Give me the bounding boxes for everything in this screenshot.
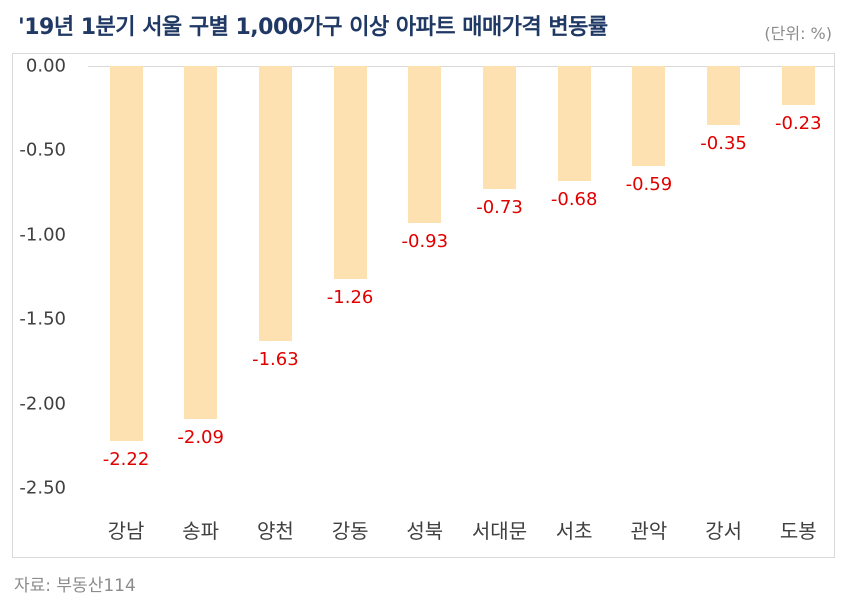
x-category-label: 도봉 — [779, 519, 817, 543]
x-category-label: 관악 — [630, 519, 668, 543]
y-tick-label: -2.50 — [19, 477, 66, 499]
y-tick-label: 0.00 — [25, 55, 66, 77]
data-label: -0.23 — [775, 112, 822, 134]
data-label: -0.35 — [700, 133, 747, 155]
x-category-label: 성북 — [406, 519, 444, 543]
x-category-label: 강동 — [331, 519, 369, 543]
y-tick-label: -0.50 — [19, 139, 66, 161]
y-tick-label: -1.50 — [19, 308, 66, 330]
x-category-label: 강서 — [705, 519, 742, 543]
bar-4 — [333, 66, 367, 279]
bar-2 — [184, 66, 218, 419]
y-tick-label: -2.00 — [19, 393, 66, 415]
bar-7 — [557, 66, 591, 181]
data-label: -0.73 — [476, 197, 523, 219]
bar-9 — [707, 66, 741, 126]
x-category-label: 양천 — [256, 519, 294, 543]
x-category-label: 서대문 — [471, 519, 528, 543]
x-category-label: 강남 — [107, 519, 145, 543]
bar-6 — [483, 66, 516, 190]
bar-8 — [632, 66, 666, 166]
bar-3 — [258, 66, 292, 342]
data-label: -2.22 — [102, 448, 150, 470]
data-label: -0.68 — [550, 188, 598, 210]
data-label: -1.63 — [252, 349, 299, 371]
data-label: -0.59 — [625, 173, 673, 195]
data-label: -2.09 — [177, 426, 224, 448]
chart-frame — [12, 53, 835, 558]
data-label: -1.26 — [326, 286, 374, 308]
bar-5 — [408, 66, 442, 223]
chart-title: '19년 1분기 서울 구별 1,000가구 이상 아파트 매매가격 변동률 — [18, 15, 608, 40]
x-category-label: 서초 — [555, 519, 593, 543]
bar-10 — [781, 66, 815, 105]
source-note: 자료: 부동산114 — [14, 576, 136, 596]
x-category-label: 송파 — [182, 519, 220, 543]
unit-label: (단위: %) — [764, 24, 832, 43]
data-label: -0.93 — [401, 230, 449, 252]
zero-baseline — [88, 66, 834, 67]
bar-1 — [109, 66, 143, 441]
y-tick-label: -1.00 — [19, 224, 66, 246]
